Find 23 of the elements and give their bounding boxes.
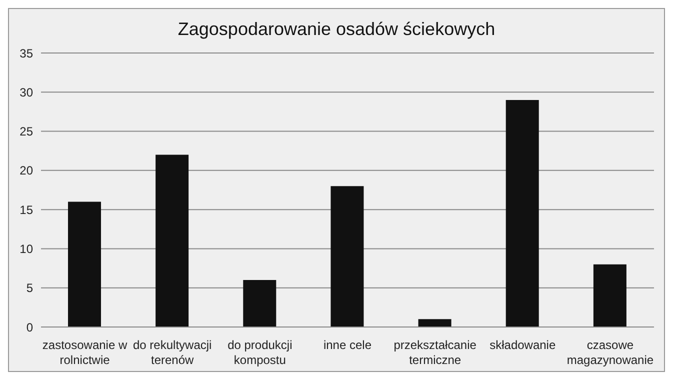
y-tick-label: 25 <box>20 124 34 139</box>
bar <box>68 202 101 327</box>
y-tick-label: 0 <box>26 320 34 334</box>
x-tick-label: zastosowanie w rolnictwie <box>42 338 128 367</box>
bar <box>156 154 189 327</box>
bar <box>593 264 626 327</box>
bar <box>330 186 364 327</box>
x-tick-label: do produkcji kompostu <box>228 338 292 367</box>
bar <box>243 280 276 327</box>
x-tick-label: do rekultywacji terenów <box>133 338 212 367</box>
y-tick-label: 20 <box>20 164 34 178</box>
x-tick-label: inne cele <box>323 338 372 352</box>
x-tick-label: czasowe magazynowanie <box>566 338 654 367</box>
y-tick-label: 35 <box>20 46 34 60</box>
y-tick-label: 30 <box>20 85 34 100</box>
x-tick-label: przekształcanie termiczne <box>394 338 477 367</box>
bar <box>418 319 452 327</box>
y-tick-label: 5 <box>26 281 34 296</box>
chart-title: Zagospodarowanie osadów ściekowych <box>176 18 496 41</box>
y-tick-label: 10 <box>20 242 34 256</box>
x-tick-label: składowanie <box>490 338 556 352</box>
bar <box>506 100 539 327</box>
y-tick-label: 15 <box>20 202 34 217</box>
